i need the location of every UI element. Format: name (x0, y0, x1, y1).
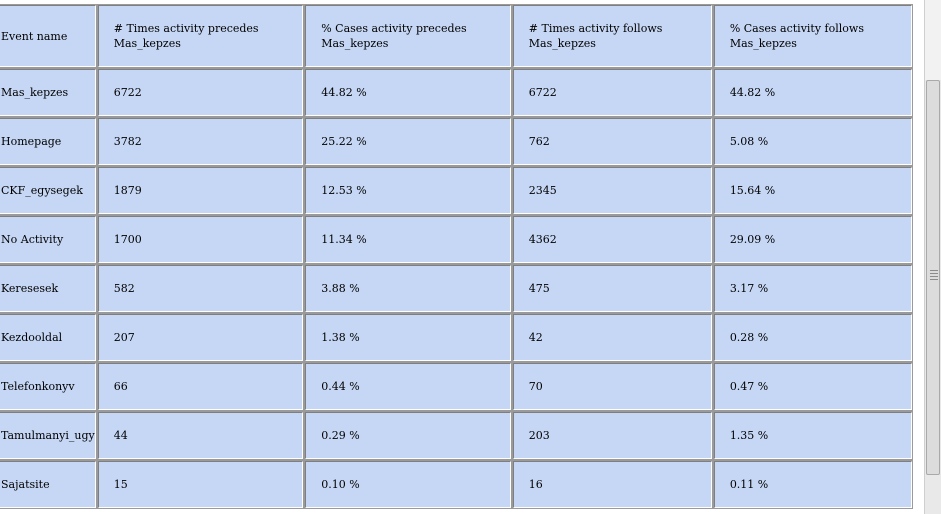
header-line-1: % Cases activity precedes (321, 22, 467, 35)
cell-cases-precedes: 0.44 % (304, 362, 512, 411)
cell-cases-precedes: 11.34 % (304, 215, 512, 264)
cell-cases-follows: 3.17 % (712, 264, 914, 313)
header-event-name[interactable]: Event name (0, 4, 97, 68)
table-row[interactable]: Kezdooldal 207 1.38 % 42 0.28 % (0, 313, 914, 362)
cell-times-precedes: 66 (96, 362, 305, 411)
cell-times-follows: 475 (511, 264, 713, 313)
cell-cases-precedes: 25.22 % (304, 117, 512, 166)
table-row[interactable]: No Activity 1700 11.34 % 4362 29.09 % (0, 215, 914, 264)
cell-times-precedes: 1700 (96, 215, 305, 264)
cell-cases-precedes: 3.88 % (304, 264, 512, 313)
cell-event-name: Sajatsite (0, 460, 97, 509)
cell-event-name: Tamulmanyi_ugy (0, 411, 97, 460)
cell-event-name: CKF_egysegek (0, 166, 97, 215)
cell-cases-follows: 0.28 % (712, 313, 914, 362)
cell-times-follows: 16 (511, 460, 713, 509)
table-row[interactable]: Keresesek 582 3.88 % 475 3.17 % (0, 264, 914, 313)
cell-times-follows: 762 (511, 117, 713, 166)
table-row[interactable]: Telefonkonyv 66 0.44 % 70 0.47 % (0, 362, 914, 411)
header-cases-precedes[interactable]: % Cases activity precedes Mas_kepzes (304, 4, 512, 68)
cell-times-follows: 203 (511, 411, 713, 460)
cell-times-follows: 2345 (511, 166, 713, 215)
cell-times-precedes: 3782 (96, 117, 305, 166)
cell-cases-follows: 15.64 % (712, 166, 914, 215)
cell-event-name: Kezdooldal (0, 313, 97, 362)
cell-times-precedes: 582 (96, 264, 305, 313)
header-line-1: % Cases activity follows (729, 22, 864, 35)
cell-cases-precedes: 12.53 % (304, 166, 512, 215)
cell-event-name: Homepage (0, 117, 97, 166)
cell-times-follows: 42 (511, 313, 713, 362)
scrollbar-track[interactable] (925, 0, 941, 80)
grip-line (930, 273, 938, 274)
cell-event-name: No Activity (0, 215, 97, 264)
table-row[interactable]: Sajatsite 15 0.10 % 16 0.11 % (0, 460, 914, 509)
table-row[interactable]: CKF_egysegek 1879 12.53 % 2345 15.64 % (0, 166, 914, 215)
header-times-follows[interactable]: # Times activity follows Mas_kepzes (511, 4, 713, 68)
table-row[interactable]: Tamulmanyi_ugy 44 0.29 % 203 1.35 % (0, 411, 914, 460)
header-line-2: Mas_kepzes (729, 37, 797, 50)
header-cases-follows[interactable]: % Cases activity follows Mas_kepzes (712, 4, 914, 68)
cell-cases-precedes: 44.82 % (304, 68, 512, 117)
grip-line (930, 279, 938, 280)
table-header-row: Event name # Times activity precedes Mas_… (0, 4, 914, 68)
cell-cases-precedes: 1.38 % (304, 313, 512, 362)
header-event-name-label: Event name (1, 29, 68, 43)
cell-cases-follows: 1.35 % (712, 411, 914, 460)
scrollbar-thumb[interactable] (926, 80, 940, 475)
vertical-scrollbar[interactable] (924, 0, 941, 514)
cell-times-follows: 4362 (511, 215, 713, 264)
table-row[interactable]: Homepage 3782 25.22 % 762 5.08 % (0, 117, 914, 166)
cell-cases-follows: 0.11 % (712, 460, 914, 509)
cell-cases-precedes: 0.10 % (304, 460, 512, 509)
event-statistics-table: Event name # Times activity precedes Mas_… (0, 3, 914, 510)
cell-times-precedes: 44 (96, 411, 305, 460)
cell-times-follows: 6722 (511, 68, 713, 117)
header-line-1: # Times activity precedes (113, 22, 259, 35)
cell-times-precedes: 6722 (96, 68, 305, 117)
header-times-precedes[interactable]: # Times activity precedes Mas_kepzes (96, 4, 305, 68)
cell-event-name: Telefonkonyv (0, 362, 97, 411)
cell-event-name: Keresesek (0, 264, 97, 313)
cell-times-precedes: 207 (96, 313, 305, 362)
cell-cases-follows: 29.09 % (712, 215, 914, 264)
header-line-2: Mas_kepzes (113, 37, 181, 50)
header-line-1: # Times activity follows (528, 22, 663, 35)
grip-line (930, 270, 938, 271)
cell-cases-follows: 5.08 % (712, 117, 914, 166)
cell-times-precedes: 15 (96, 460, 305, 509)
table-row[interactable]: Mas_kepzes 6722 44.82 % 6722 44.82 % (0, 68, 914, 117)
cell-times-follows: 70 (511, 362, 713, 411)
cell-cases-precedes: 0.29 % (304, 411, 512, 460)
cell-cases-follows: 44.82 % (712, 68, 914, 117)
header-line-2: Mas_kepzes (528, 37, 596, 50)
grip-line (930, 276, 938, 277)
cell-cases-follows: 0.47 % (712, 362, 914, 411)
cell-event-name: Mas_kepzes (0, 68, 97, 117)
cell-times-precedes: 1879 (96, 166, 305, 215)
header-line-2: Mas_kepzes (321, 37, 389, 50)
